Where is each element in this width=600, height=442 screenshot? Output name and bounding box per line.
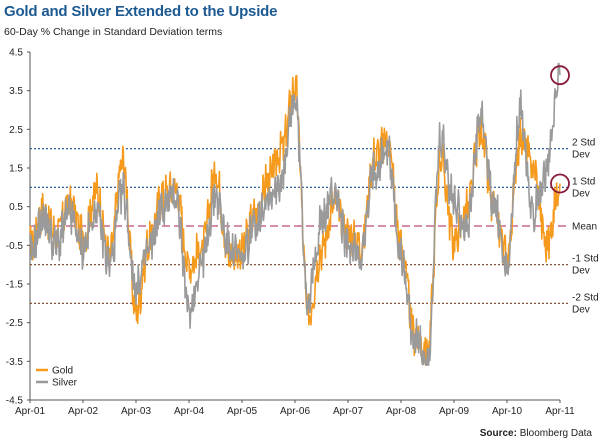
x-tick-label: Apr-02 — [68, 406, 98, 417]
y-tick-label: -0.5 — [6, 241, 24, 252]
reference-label-unit: Dev — [572, 304, 590, 315]
reference-label: -1 Std — [572, 254, 599, 265]
chart-title: Gold and Silver Extended to the Upside — [4, 3, 278, 20]
y-tick-label: -1.5 — [6, 280, 24, 291]
legend-label: Gold — [52, 366, 73, 377]
reference-label-unit: Dev — [572, 266, 590, 277]
reference-label: 2 Std — [572, 138, 595, 149]
x-tick-label: Apr-08 — [386, 406, 416, 417]
source-value: Bloomberg Data — [519, 428, 592, 439]
y-tick-label: -2.5 — [6, 318, 24, 329]
reference-label-unit: Dev — [572, 188, 590, 199]
y-tick-label: -3.5 — [6, 357, 24, 368]
source-note: Source: Bloomberg Data — [480, 428, 592, 439]
x-tick-label: Apr-04 — [174, 406, 204, 417]
x-tick-label: Apr-07 — [333, 406, 363, 417]
y-tick-label: -4.5 — [6, 396, 24, 407]
x-tick-label: Apr-01 — [15, 406, 45, 417]
y-tick-label: 1.5 — [9, 164, 23, 175]
source-label: Source: — [479, 428, 517, 439]
x-tick-label: Apr-05 — [227, 406, 257, 417]
axes-layer: 4.53.52.51.50.5-0.5-1.5-2.5-3.5-4.5Apr-0… — [6, 48, 575, 418]
reference-label: -2 Std — [572, 292, 599, 303]
x-tick-label: Apr-06 — [280, 406, 310, 417]
highlight-markers — [550, 65, 570, 194]
legend-label: Silver — [52, 378, 78, 389]
series-line-silver — [29, 62, 561, 366]
y-tick-label: 3.5 — [9, 86, 23, 97]
reference-label: 1 Std — [572, 176, 595, 187]
x-tick-label: Apr-09 — [439, 406, 469, 417]
silver-highlight-circle — [550, 65, 570, 86]
y-tick-label: 4.5 — [9, 48, 23, 59]
y-tick-label: 0.5 — [9, 202, 23, 213]
x-tick-label: Apr-10 — [492, 406, 522, 417]
series-layer — [29, 62, 561, 366]
gold-highlight-circle — [550, 173, 570, 194]
reference-label: Mean — [572, 222, 597, 233]
chart-subtitle: 60-Day % Change in Standard Deviation te… — [4, 26, 223, 38]
y-tick-label: 2.5 — [9, 125, 23, 136]
reference-label-unit: Dev — [572, 150, 590, 161]
x-tick-label: Apr-03 — [121, 406, 151, 417]
x-tick-label: Apr-11 — [545, 406, 575, 417]
